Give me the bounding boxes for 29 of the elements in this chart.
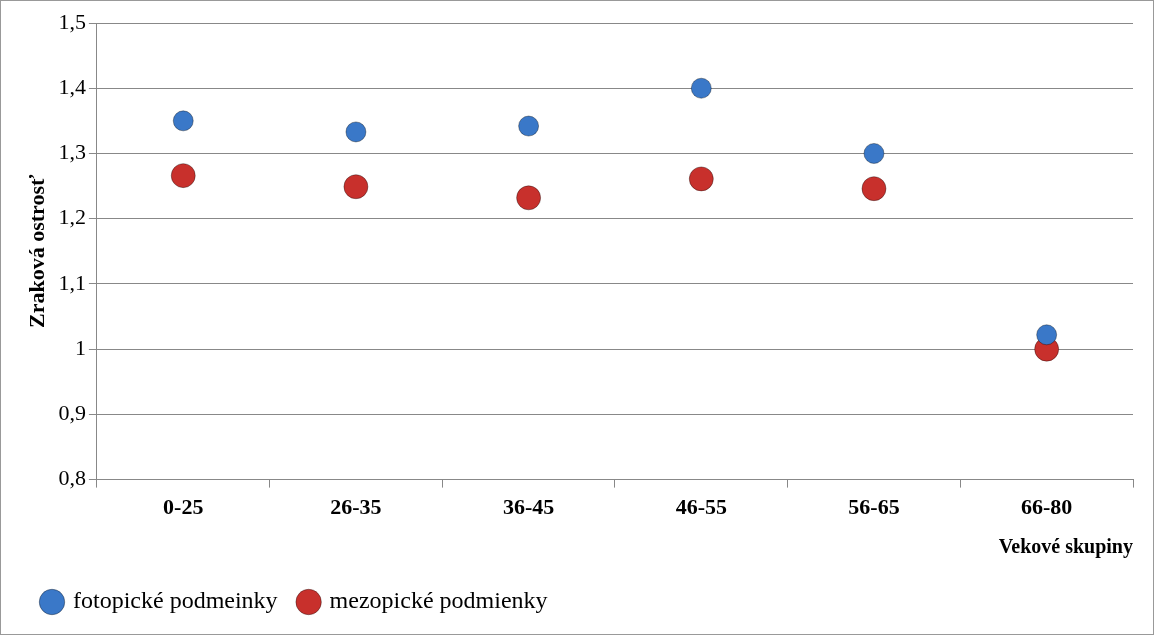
- legend-label: mezopické podmienky: [329, 587, 548, 614]
- point: [863, 142, 885, 164]
- point: [170, 163, 196, 189]
- y-tick-label: 1,2: [58, 204, 86, 230]
- y-tick-label: 1,1: [58, 269, 86, 295]
- point: [690, 77, 712, 99]
- legend-label: fotopické podmeinky: [73, 587, 278, 614]
- y-tick-label: 1,4: [58, 74, 86, 100]
- x-tick-label: 36-45: [502, 494, 555, 520]
- x-tick-label: 66-80: [1020, 494, 1073, 520]
- point: [516, 185, 542, 211]
- y-tick-label: 0,9: [58, 400, 86, 426]
- point: [518, 115, 540, 137]
- x-tick-label: 56-65: [848, 494, 900, 520]
- point: [861, 176, 887, 202]
- point: [345, 121, 367, 143]
- x-tick-label: 0-25: [163, 494, 204, 520]
- point: [172, 110, 194, 132]
- x-axis-title: Vekové skupiny: [998, 535, 1133, 559]
- x-tick-label: 26-35: [330, 494, 382, 520]
- point: [688, 166, 714, 192]
- y-tick-label: 1,5: [58, 8, 86, 34]
- point: [1036, 324, 1058, 346]
- x-tick-label: 46-55: [675, 494, 727, 520]
- y-tick-label: 1,3: [58, 139, 86, 165]
- y-tick-label: 1: [74, 334, 86, 360]
- point: [343, 174, 369, 200]
- y-axis-title: Zraková ostrosť: [23, 174, 49, 329]
- y-tick-label: 0,8: [58, 465, 86, 491]
